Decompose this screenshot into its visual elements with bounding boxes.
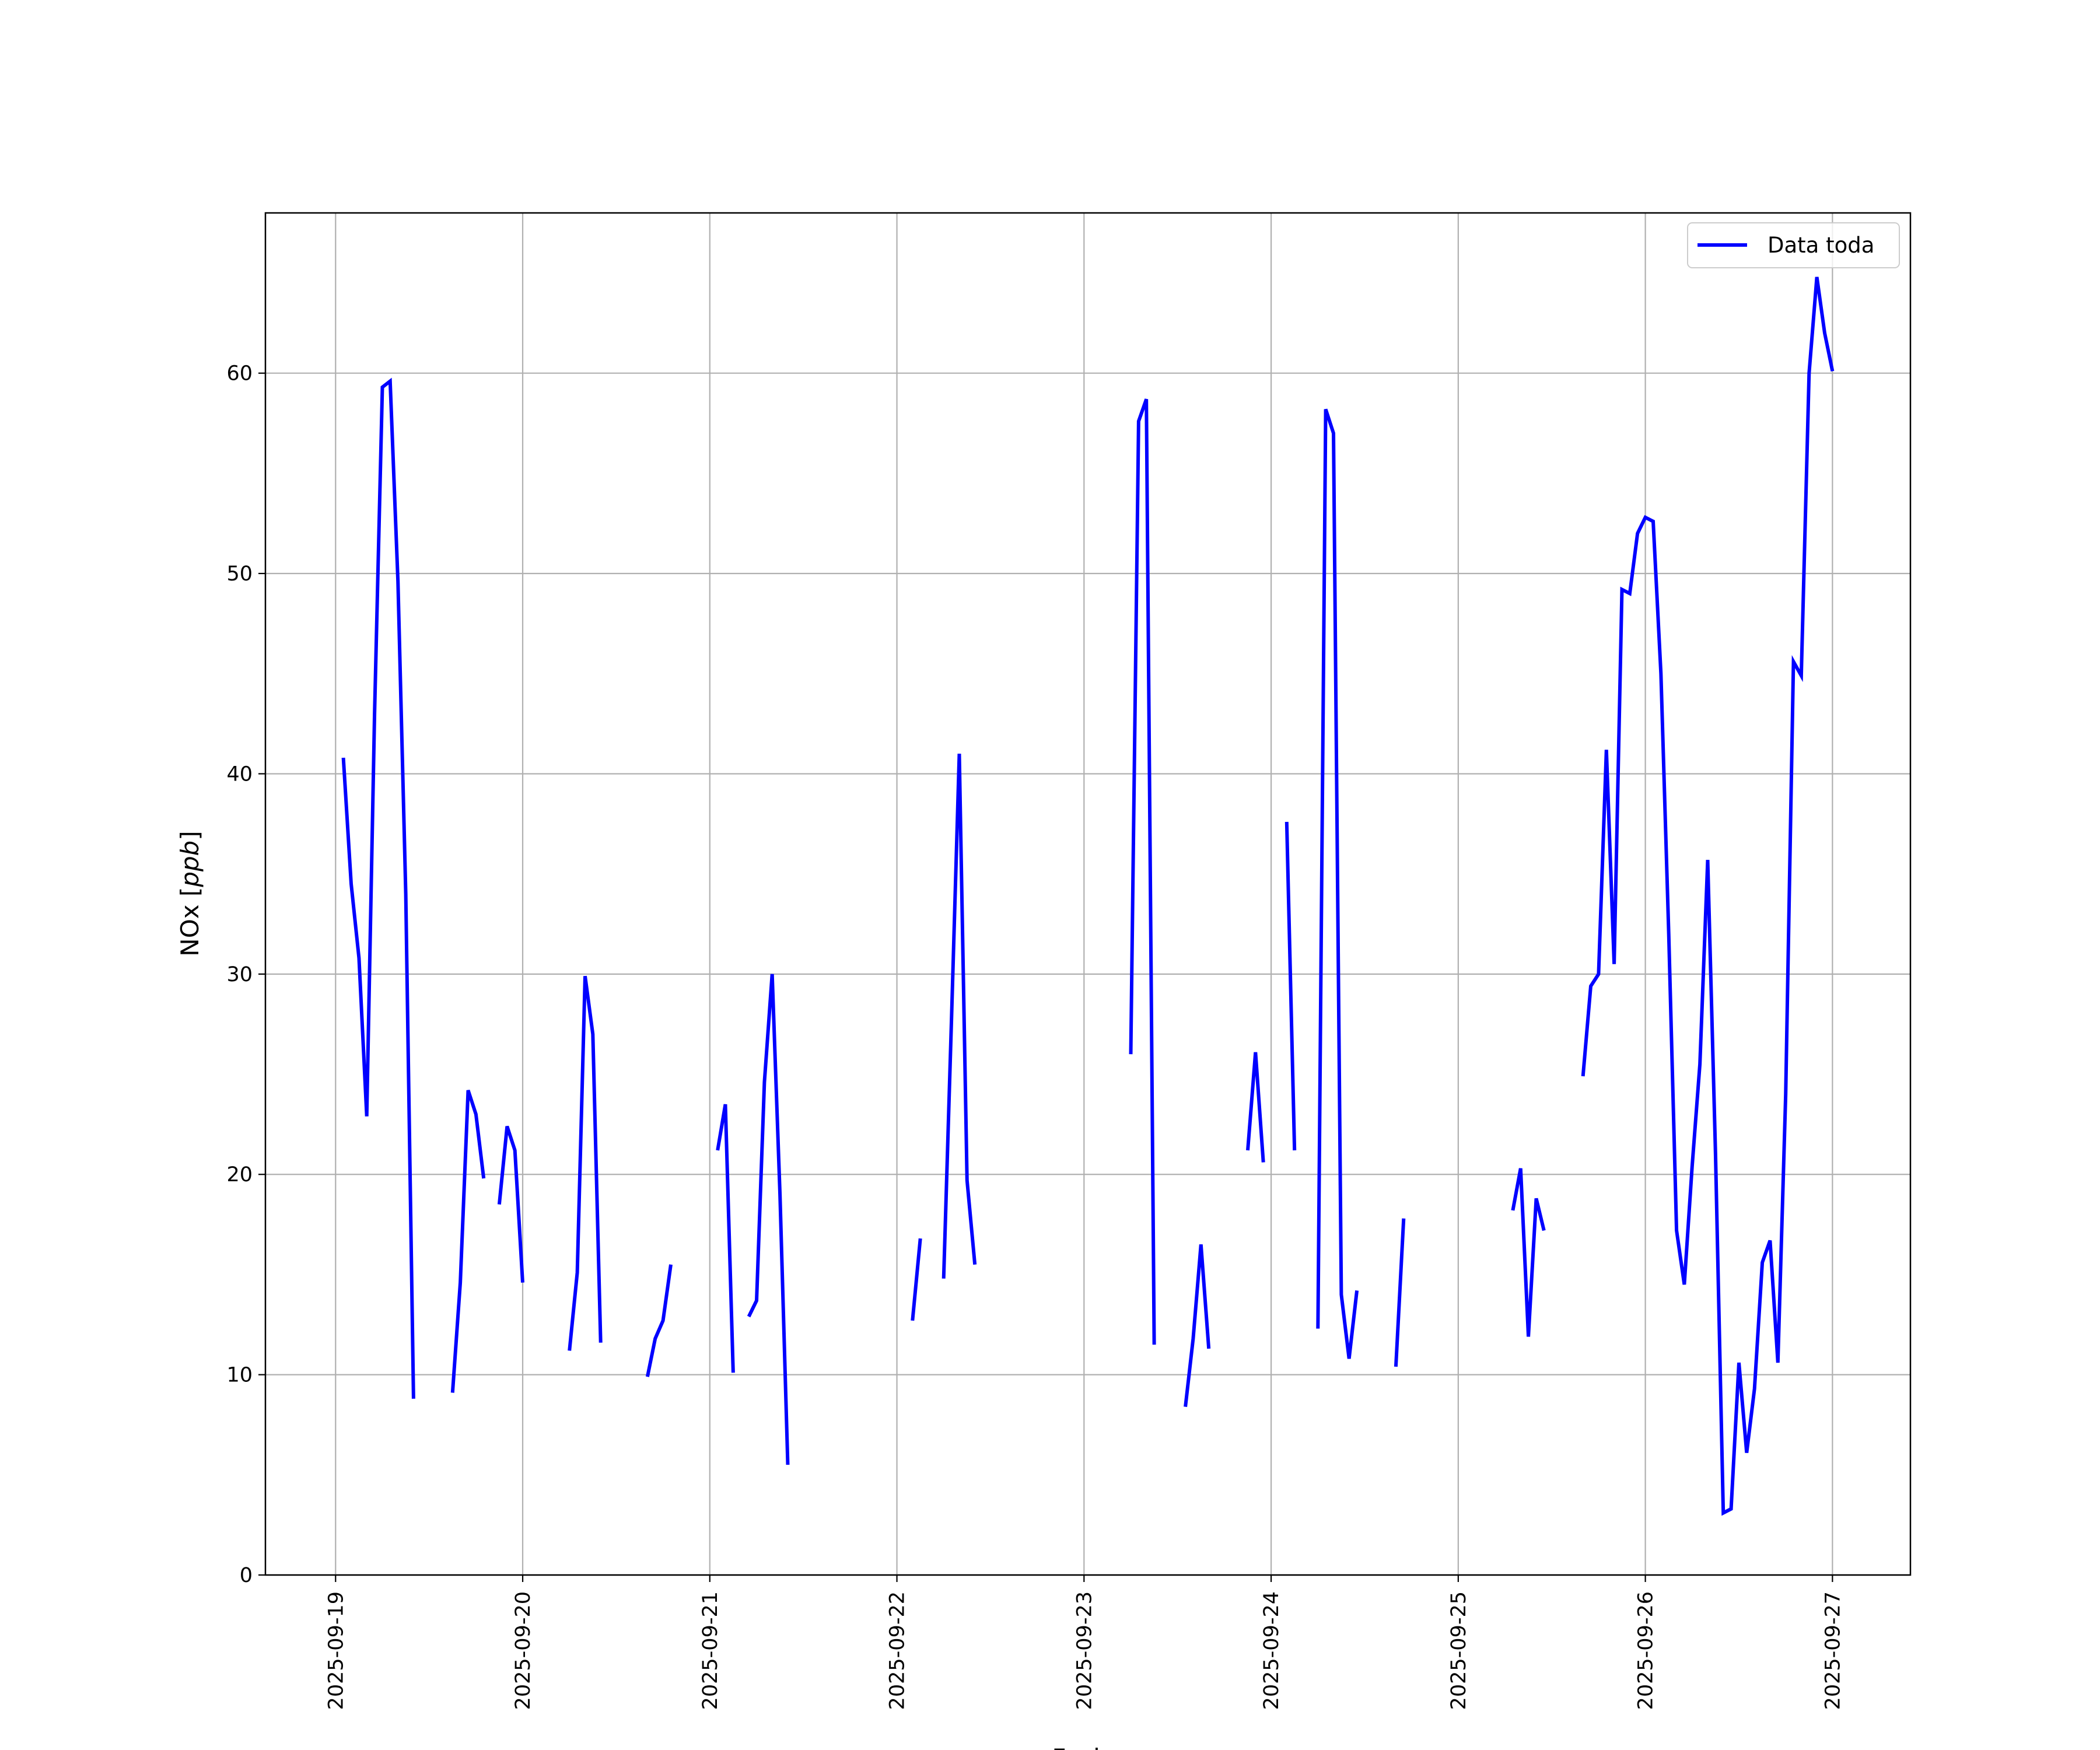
y-axis-title-prefix: NOx [ (176, 887, 204, 957)
series-line-segment (1284, 821, 1297, 1151)
x-tick-label: 2025-09-27 (1821, 1591, 1845, 1710)
series-line-segment (1246, 1052, 1265, 1163)
series-line-segment (568, 975, 603, 1351)
plot-frame (264, 212, 1912, 1576)
plot-area (265, 213, 1910, 1575)
x-tick-label: 2025-09-23 (1073, 1591, 1096, 1710)
series-line-segment (341, 377, 415, 1399)
x-tick-label: 2025-09-25 (1447, 1591, 1471, 1710)
x-tick-label: 2025-09-21 (699, 1591, 722, 1710)
series-line-segment (1184, 1244, 1211, 1407)
series-line-segment (747, 974, 790, 1465)
x-axis-title: Fecha (1052, 1744, 1124, 1750)
y-axis-title-unit: ppb (176, 841, 204, 888)
x-tick-label: 2025-09-22 (886, 1591, 909, 1710)
y-tick-label: 40 (226, 762, 253, 786)
legend: Data toda (1687, 222, 1900, 268)
y-tick-label: 50 (226, 562, 253, 586)
series-line-segment (1394, 1218, 1406, 1367)
series-line-segment (911, 1238, 922, 1321)
series-layer (341, 276, 1835, 1516)
x-tick-label: 2025-09-24 (1260, 1591, 1283, 1710)
series-line-segment (450, 1090, 486, 1393)
legend-box (1687, 222, 1900, 268)
y-tick-label: 60 (226, 362, 253, 386)
x-tick-label: 2025-09-19 (324, 1591, 348, 1710)
series-line-segment (942, 754, 977, 1279)
series-line-segment (1581, 276, 1835, 1516)
axis-layer: 2025-09-19 2025-09-20 2025-09-21 2025-09-22… (226, 362, 1845, 1710)
y-tick-label: 20 (226, 1163, 253, 1186)
x-tick-label: 2025-09-26 (1634, 1591, 1658, 1710)
series-line-segment (645, 1264, 673, 1377)
series-line-segment (497, 1125, 524, 1283)
legend-label: Data toda (1768, 233, 1874, 258)
y-axis-title-suffix: ] (176, 831, 204, 840)
y-tick-label: 30 (226, 963, 253, 986)
series-line-segment (1316, 408, 1359, 1359)
x-tick-label: 2025-09-20 (512, 1591, 535, 1710)
series-line-segment (1511, 1168, 1546, 1337)
series-line-segment (716, 1104, 735, 1373)
y-tick-label: 10 (226, 1364, 253, 1387)
series-line-segment (1129, 398, 1156, 1345)
y-axis-title: NOx [ppb] (176, 831, 204, 956)
y-tick-label: 0 (240, 1564, 253, 1587)
